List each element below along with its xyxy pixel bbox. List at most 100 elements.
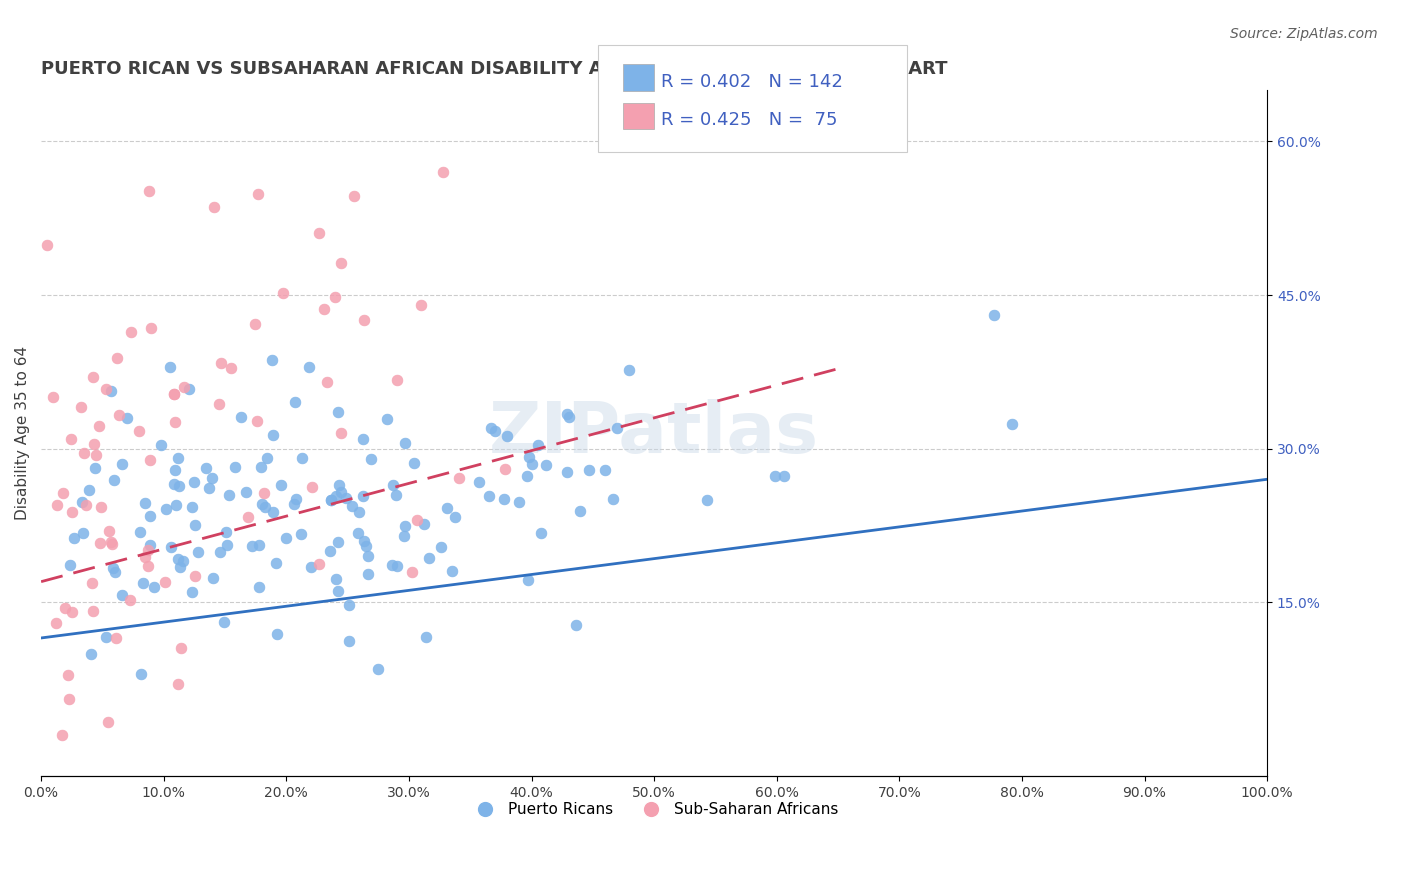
Point [284,491,307,506]
Point [212,615,235,629]
Point [299,560,322,574]
Point [167,552,190,566]
Point [342,500,364,514]
Point [602,492,624,507]
Point [555,407,578,421]
Point [46,498,69,512]
Point [41,390,63,404]
Point [430,540,453,554]
Point [218,488,240,502]
Point [97,715,120,730]
Point [121,325,143,339]
Point [353,313,375,327]
Point [406,513,429,527]
Point [404,456,426,470]
Point [155,501,177,516]
Point [337,634,360,648]
Point [262,352,284,367]
Point [167,677,190,691]
Point [159,540,181,554]
Point [385,558,408,573]
Point [53,601,76,615]
Point [208,396,231,410]
Point [494,462,516,476]
Point [394,529,416,543]
Point [101,560,124,574]
Point [56,668,79,682]
Point [394,519,416,533]
Point [98,524,121,538]
Point [536,458,558,472]
Point [360,451,382,466]
Point [209,356,232,370]
Point [139,508,162,523]
Point [177,382,200,396]
Point [217,538,239,552]
Point [134,496,156,510]
Y-axis label: Disability Age 35 to 64: Disability Age 35 to 64 [15,346,30,520]
Point [352,489,374,503]
Point [264,556,287,570]
Point [101,537,124,551]
Point [253,485,276,500]
Point [165,463,187,477]
Point [301,480,323,494]
Point [606,421,628,435]
Point [72,446,94,460]
Point [530,525,553,540]
Point [165,498,187,512]
Point [243,317,266,331]
Point [381,558,404,573]
Point [328,478,350,492]
Point [136,558,159,573]
Point [418,551,440,566]
Point [139,538,162,552]
Point [111,457,134,471]
Point [323,290,346,304]
Point [508,494,530,508]
Text: ZIPatlas: ZIPatlas [489,399,820,467]
Point [236,510,259,524]
Point [763,469,786,483]
Point [249,460,271,475]
Point [209,545,232,559]
Point [412,517,434,532]
Text: PUERTO RICAN VS SUBSAHARAN AFRICAN DISABILITY AGE 35 TO 64 CORRELATION CHART: PUERTO RICAN VS SUBSAHARAN AFRICAN DISAB… [41,60,948,78]
Point [215,524,238,539]
Point [271,285,294,300]
Point [481,421,503,435]
Point [143,580,166,594]
Point [82,576,104,591]
Point [325,572,347,586]
Text: Source: ZipAtlas.com: Source: ZipAtlas.com [1230,27,1378,41]
Point [169,560,191,574]
Point [436,500,458,515]
Point [352,432,374,446]
Point [415,630,437,644]
Point [96,382,118,396]
Point [696,493,718,508]
Point [60,432,83,446]
Point [37,238,59,252]
Point [163,387,186,401]
Point [90,500,112,514]
Point [84,448,107,462]
Point [100,534,122,549]
Point [115,411,138,425]
Point [346,526,368,541]
Point [357,549,380,563]
Point [249,580,271,594]
Point [283,497,305,511]
Point [172,553,194,567]
Point [526,438,548,452]
Point [173,380,195,394]
Point [94,630,117,644]
Point [326,405,349,419]
Point [136,543,159,558]
Point [326,535,349,549]
Point [82,370,104,384]
Point [252,497,274,511]
Point [578,463,600,477]
Point [104,566,127,580]
Point [83,437,105,451]
